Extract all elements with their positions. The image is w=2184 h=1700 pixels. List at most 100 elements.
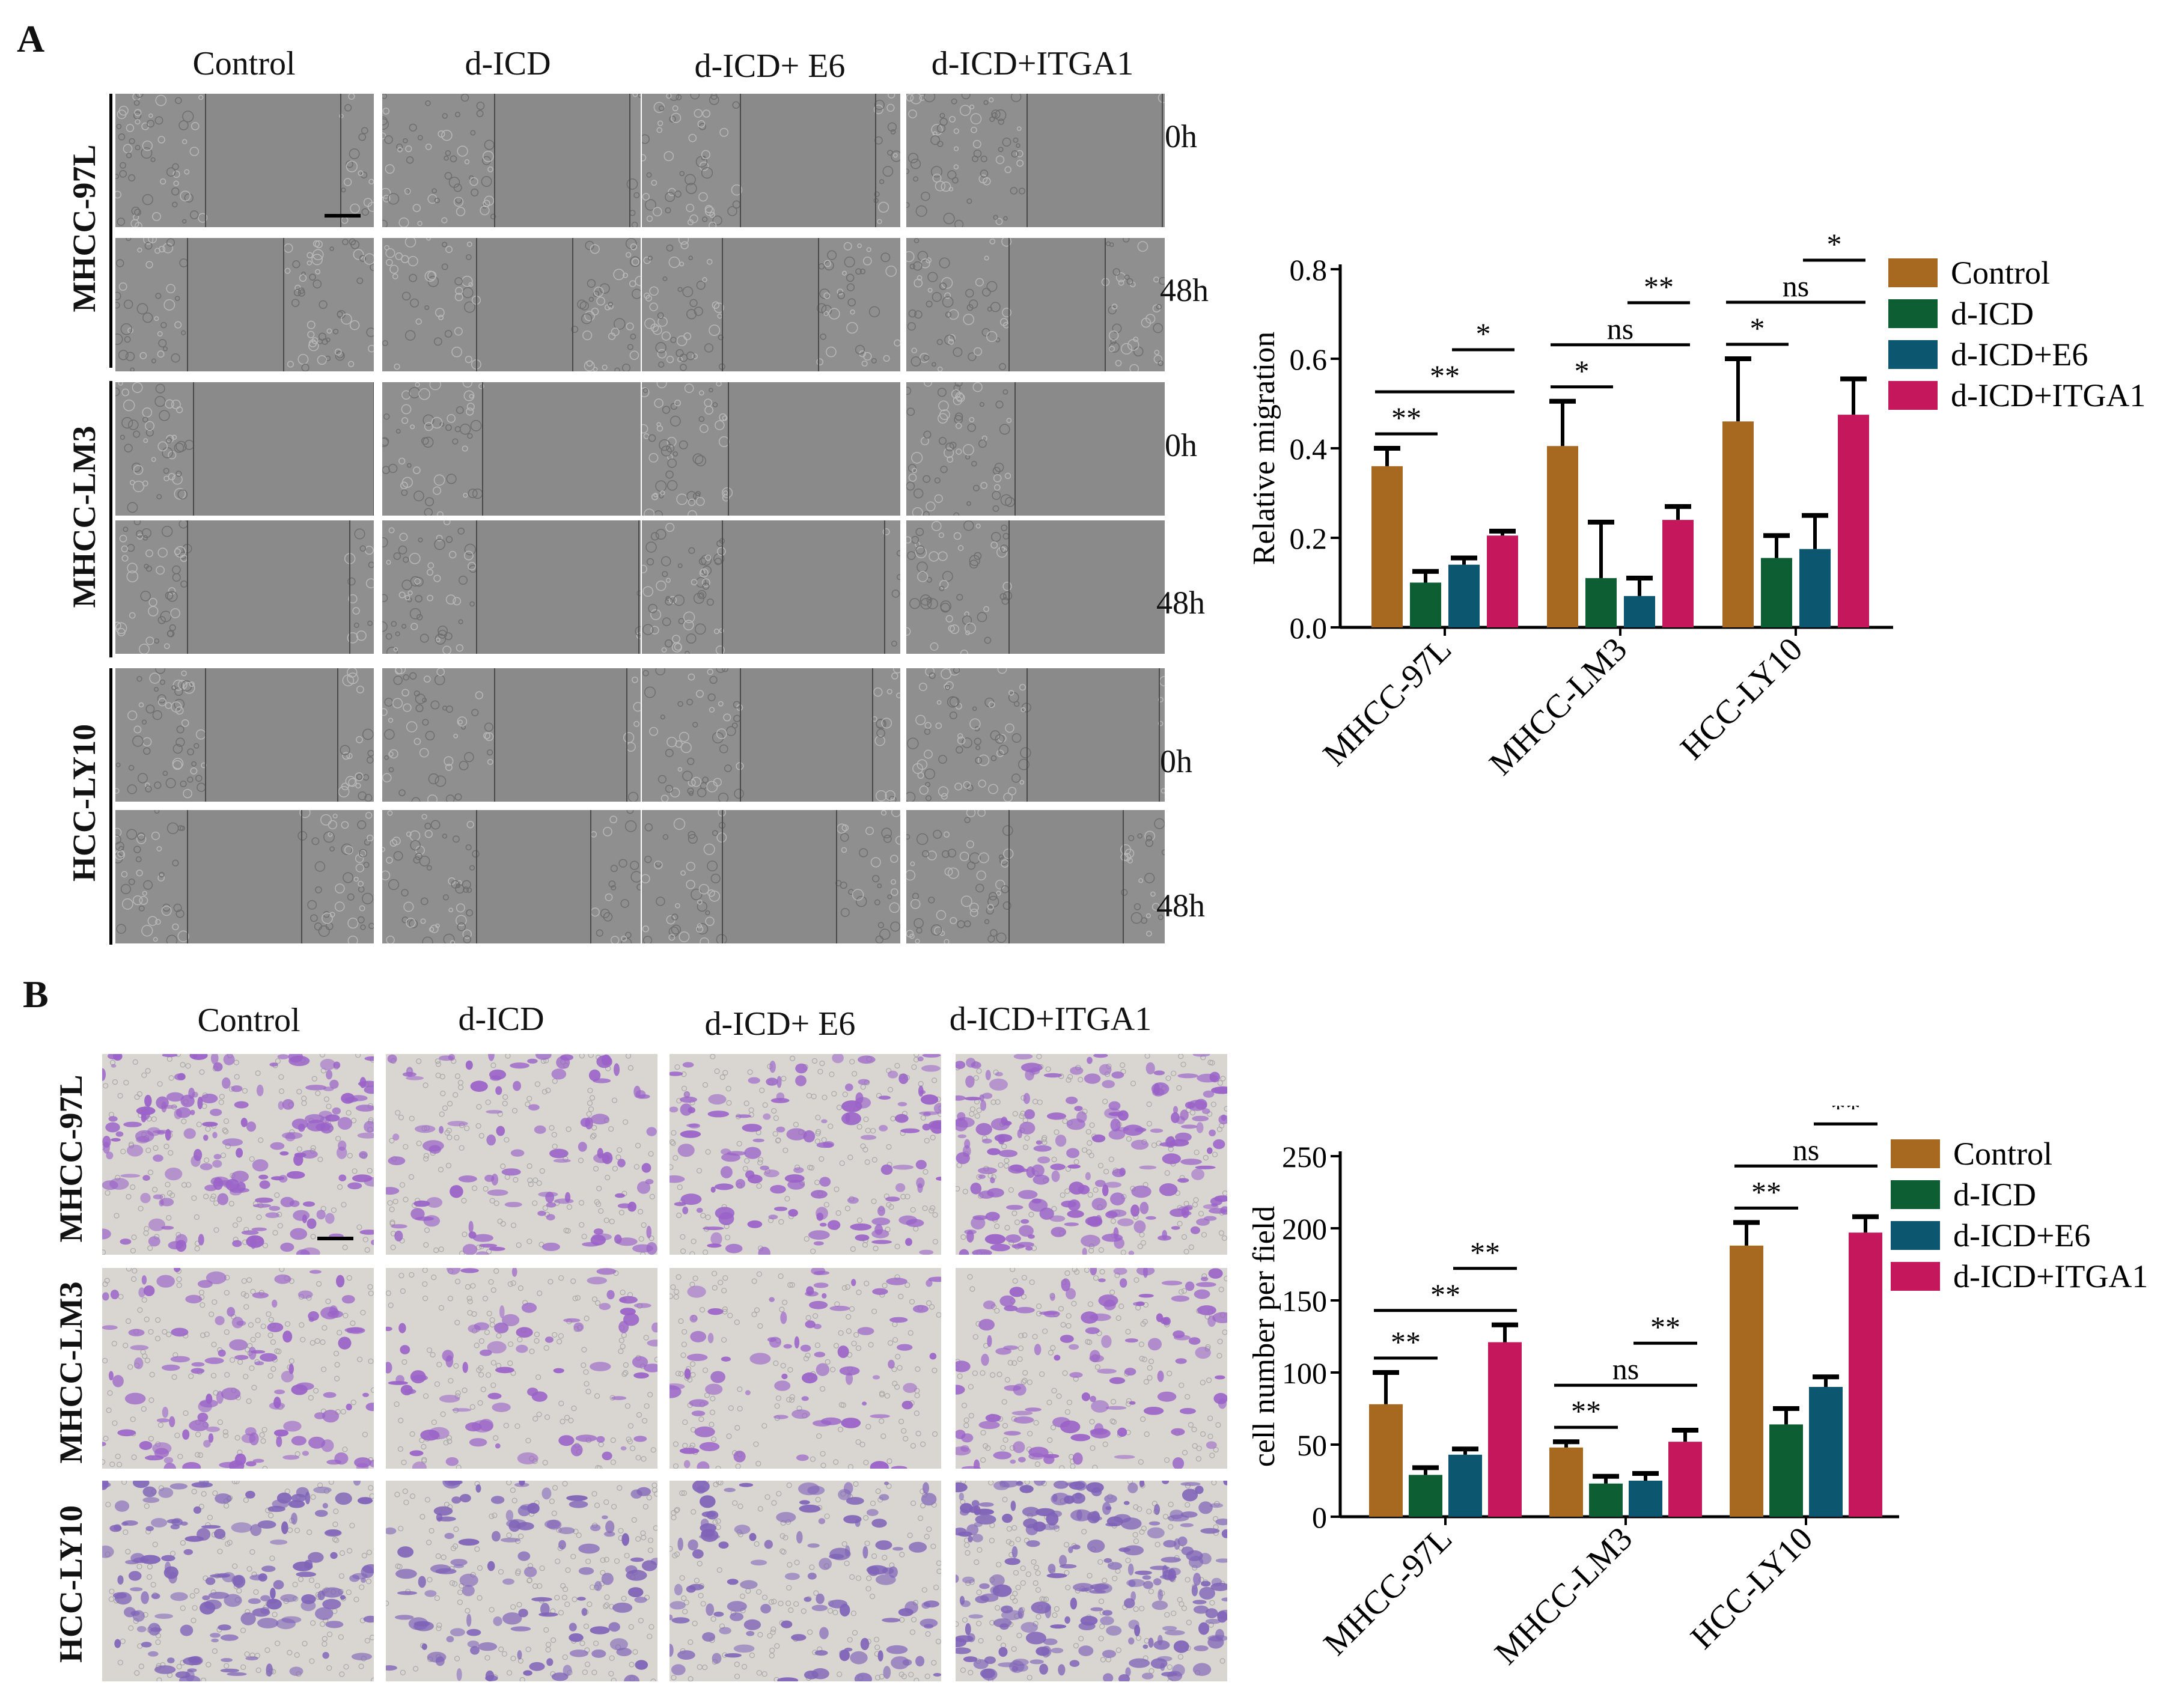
panel-b-col-dicd-itga1: d-ICD+ITGA1	[949, 1001, 1152, 1038]
scratch-image	[382, 520, 641, 654]
significance-label: ns	[1612, 1352, 1639, 1386]
y-tick-label: 0.2	[1290, 522, 1328, 555]
transwell-image	[956, 1054, 1227, 1255]
y-tick-label: 200	[1282, 1212, 1327, 1246]
bar	[1662, 520, 1694, 627]
significance-label: ns	[1793, 1133, 1819, 1166]
significance-label: *	[1476, 317, 1491, 350]
transwell-image	[386, 1054, 657, 1255]
bar	[1730, 1245, 1763, 1517]
transwell-image	[670, 1268, 941, 1469]
bar	[1809, 1387, 1843, 1517]
relative-migration-chart: 0.0 0.2 0.4 0.6 0.8 Relative migration MHCC-97…	[1247, 228, 2146, 782]
transwell-image	[102, 1054, 374, 1255]
legend-swatch	[1891, 1139, 1940, 1168]
time-label: 48h	[1156, 585, 1205, 621]
y-tick-label: 100	[1282, 1356, 1327, 1390]
significance-label: **	[1650, 1310, 1680, 1344]
legend-label: d-ICD+ITGA1	[1951, 377, 2146, 413]
legend-label: d-ICD	[1953, 1177, 2036, 1213]
scratch-image	[115, 382, 374, 516]
legend-swatch	[1888, 258, 1938, 287]
panel-b-row-label: MHCC-LM3	[53, 1281, 89, 1464]
scratch-image	[382, 94, 641, 227]
x-tick-label: MHCC-LM3	[1487, 1520, 1640, 1672]
significance-label: **	[1391, 1325, 1421, 1359]
transwell-image	[386, 1268, 657, 1469]
time-label: 0h	[1160, 743, 1192, 779]
panel-b-col-dicd: d-ICD	[458, 1001, 544, 1038]
bar	[1448, 1454, 1482, 1517]
bar	[1410, 582, 1441, 627]
panel-b-col-dicd-e6: d-ICD+ E6	[704, 1005, 856, 1043]
significance-label: **	[1571, 1394, 1601, 1428]
row-bracket	[109, 668, 112, 945]
transwell-image	[102, 1481, 374, 1681]
bar	[1369, 1404, 1403, 1517]
legend-swatch	[1891, 1180, 1940, 1209]
scratch-image	[642, 238, 900, 371]
legend-swatch	[1891, 1262, 1940, 1291]
bar	[1722, 421, 1754, 627]
bar	[1761, 558, 1792, 627]
y-tick-label: 50	[1297, 1428, 1327, 1462]
bar	[1448, 564, 1480, 627]
legend-label: d-ICD+E6	[1951, 337, 2088, 373]
panel-a-col-dicd-itga1: d-ICD+ITGA1	[931, 45, 1134, 82]
panel-b-letter: B	[23, 973, 49, 1016]
significance-label: **	[1470, 1235, 1500, 1269]
scratch-image	[642, 810, 900, 943]
x-tick-label: HCC-LY10	[1673, 630, 1810, 767]
time-label: 0h	[1165, 427, 1197, 463]
scratch-image	[906, 94, 1165, 227]
panel-a-col-dicd: d-ICD	[465, 45, 551, 82]
scale-bar	[317, 1237, 353, 1240]
legend-label: Control	[1951, 255, 2050, 291]
panel-b-row-label: MHCC-97L	[53, 1074, 89, 1243]
x-tick-label: MHCC-LM3	[1482, 630, 1634, 782]
significance-label: **	[1430, 1278, 1460, 1311]
bar	[1629, 1481, 1662, 1517]
panel-a-letter: A	[17, 17, 45, 60]
bar	[1371, 466, 1403, 627]
legend-label: Control	[1953, 1136, 2052, 1172]
scratch-image	[382, 238, 641, 371]
y-tick-label: 0.4	[1290, 432, 1328, 466]
panel-b-col-control: Control	[197, 1002, 300, 1039]
panel-a-col-dicd-e6: d-ICD+ E6	[694, 47, 846, 85]
significance-label: **	[1751, 1175, 1781, 1208]
scale-bar	[325, 214, 361, 218]
legend-swatch	[1888, 299, 1938, 328]
bar	[1668, 1442, 1702, 1517]
bar	[1849, 1232, 1882, 1517]
y-tick-label: 150	[1282, 1284, 1327, 1318]
bar	[1585, 578, 1617, 627]
scratch-image	[906, 668, 1165, 802]
legend-label: d-ICD	[1951, 296, 2034, 332]
scratch-image	[382, 382, 641, 516]
panel-a-row-label: MHCC-97L	[66, 144, 102, 312]
transwell-image	[670, 1481, 941, 1681]
bar	[1589, 1483, 1623, 1517]
time-label: 48h	[1156, 888, 1205, 924]
row-bracket	[109, 94, 112, 368]
legend-swatch	[1888, 381, 1938, 410]
transwell-image	[102, 1268, 374, 1469]
scratch-image	[906, 382, 1165, 516]
significance-label: ns	[1783, 269, 1809, 303]
scratch-image	[115, 668, 374, 802]
significance-label: *	[1750, 311, 1765, 345]
y-tick-label: 0.6	[1290, 343, 1328, 376]
scratch-image	[642, 520, 900, 654]
panel-a-col-control: Control	[192, 45, 296, 82]
panel-a-row-label: MHCC-LM3	[66, 425, 102, 608]
transwell-image	[670, 1054, 941, 1255]
significance-label: ns	[1607, 312, 1633, 346]
scratch-image	[115, 238, 374, 371]
transwell-image	[956, 1268, 1227, 1469]
panel-b-row-label: HCC-LY10	[53, 1505, 89, 1663]
legend-label: d-ICD+E6	[1953, 1217, 2090, 1254]
y-tick-label: 0	[1312, 1500, 1327, 1534]
scratch-image	[382, 810, 641, 943]
